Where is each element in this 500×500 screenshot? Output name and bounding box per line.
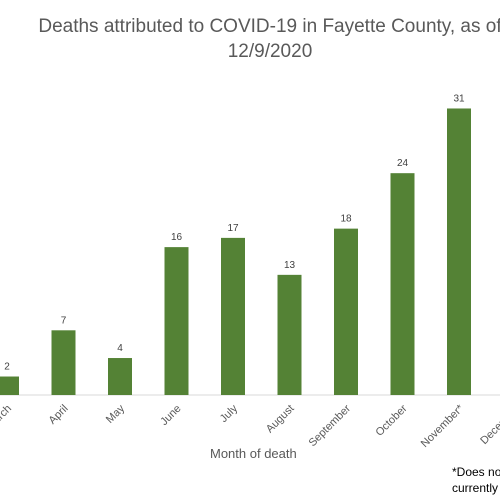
data-label-june: 16 xyxy=(171,232,183,243)
data-label-august: 13 xyxy=(284,260,296,271)
tick-label-april: April xyxy=(47,403,71,427)
tick-label-march: March xyxy=(0,403,14,433)
bar-october xyxy=(390,173,415,395)
tick-label-august: August xyxy=(264,403,297,436)
data-label-september: 18 xyxy=(340,214,352,225)
footnote-line-2: currently be xyxy=(452,481,500,495)
data-label-may: 4 xyxy=(117,343,123,354)
bar-june xyxy=(164,247,189,395)
data-label-november: 31 xyxy=(453,93,465,104)
tick-label-june: June xyxy=(158,403,183,428)
tick-label-may: May xyxy=(104,402,128,426)
bar-april xyxy=(51,330,76,395)
data-label-april: 7 xyxy=(61,315,67,326)
footnote: *Does no currently be xyxy=(452,464,500,496)
footnote-line-1: *Does no xyxy=(452,465,500,479)
chart-title-line1: Deaths attributed to COVID-19 in Fayette… xyxy=(38,16,500,37)
tick-label-july: July xyxy=(218,402,241,425)
x-axis-label: Month of death xyxy=(210,446,297,461)
bar-september xyxy=(334,228,358,395)
tick-label-october: October xyxy=(373,402,409,438)
chart-title-line2: 12/9/2020 xyxy=(227,41,313,62)
tick-label-september: September xyxy=(307,402,354,449)
bar-november xyxy=(447,108,471,395)
bar-august xyxy=(277,274,302,395)
data-label-march: 2 xyxy=(4,362,10,373)
chart-title: Deaths attributed to COVID-19 in Fayette… xyxy=(0,14,500,64)
tick-label-december: December xyxy=(478,402,500,447)
bar-march xyxy=(0,376,19,395)
bar-may xyxy=(108,358,132,395)
data-label-july: 17 xyxy=(227,223,239,234)
data-label-october: 24 xyxy=(397,158,409,169)
bar-july xyxy=(221,237,245,395)
tick-label-november: November* xyxy=(419,402,467,450)
